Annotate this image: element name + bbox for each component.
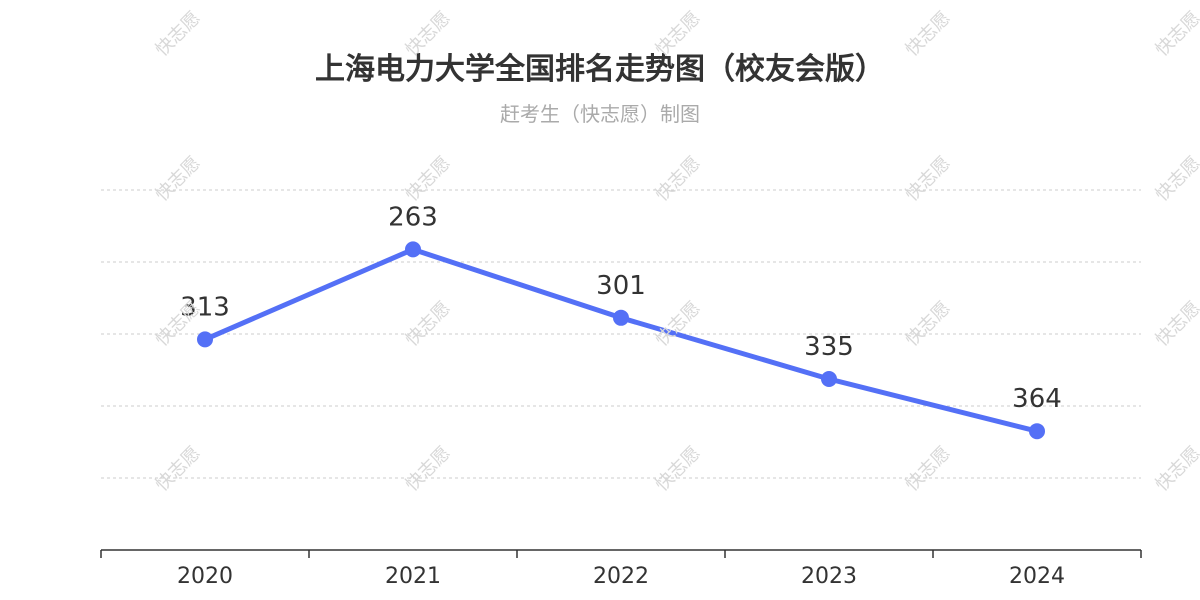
data-point bbox=[821, 371, 837, 387]
data-point bbox=[1029, 423, 1045, 440]
data-point bbox=[197, 331, 213, 348]
data-label: 301 bbox=[596, 271, 646, 301]
x-axis: 2020 2021 2022 2023 2024 bbox=[100, 549, 1142, 589]
x-tick-label: 2024 bbox=[1009, 564, 1065, 589]
data-label: 364 bbox=[1012, 384, 1062, 414]
x-tick-label: 2022 bbox=[593, 564, 649, 589]
x-tick-label: 2021 bbox=[385, 564, 441, 589]
chart-title: 上海电力大学全国排名走势图（校友会版） bbox=[315, 52, 885, 87]
grid-lines bbox=[101, 189, 1141, 479]
data-labels: 313 263 301 335 364 bbox=[180, 202, 1062, 414]
data-label: 335 bbox=[804, 332, 854, 362]
data-point bbox=[613, 309, 629, 326]
x-tick-label: 2020 bbox=[177, 564, 233, 589]
chart-subtitle: 赶考生（快志愿）制图 bbox=[500, 102, 700, 126]
data-label: 313 bbox=[180, 292, 230, 322]
data-label: 263 bbox=[388, 202, 438, 232]
data-point bbox=[405, 241, 421, 258]
x-tick-label: 2023 bbox=[801, 564, 857, 589]
data-points bbox=[197, 241, 1045, 440]
